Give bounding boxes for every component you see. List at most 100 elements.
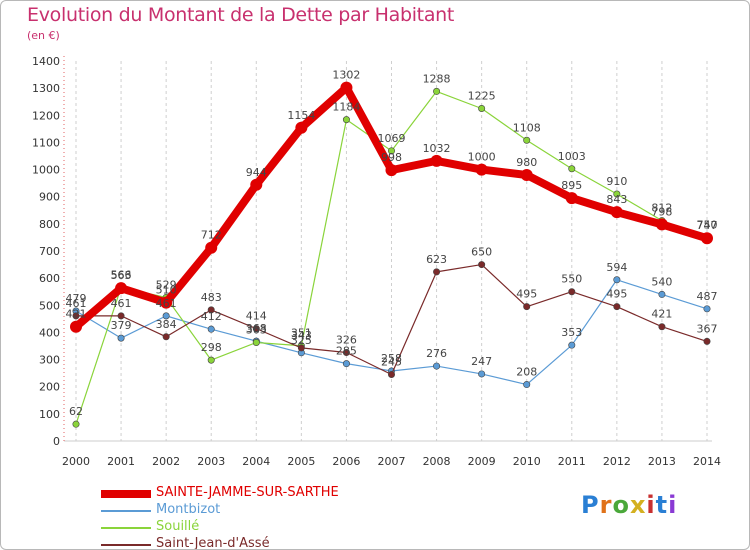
data-point (207, 325, 215, 333)
data-label: 247 (471, 355, 492, 368)
data-point (520, 169, 533, 181)
data-point (205, 241, 218, 254)
x-tick-label: 2010 (513, 455, 541, 468)
data-point (252, 325, 260, 333)
chart-subtitle: (en €) (27, 29, 60, 42)
y-tick-label: 500 (39, 299, 60, 312)
data-point (297, 344, 305, 352)
axes: 0 100 200 300 400 500 600 700 800 900 1000 1100 1200… (32, 55, 721, 468)
y-tick-label: 900 (39, 191, 60, 204)
data-label: 843 (606, 193, 627, 206)
data-point (613, 303, 621, 311)
data-label: 1302 (332, 69, 360, 82)
data-label: 353 (561, 326, 582, 339)
data-point (523, 136, 531, 144)
data-point (523, 381, 531, 389)
data-label: 895 (561, 179, 582, 192)
data-label: 650 (471, 246, 492, 259)
data-point (207, 356, 215, 364)
data-label: 1032 (423, 142, 451, 155)
legend-label: Montbizot (156, 502, 221, 517)
data-point (162, 333, 170, 341)
data-point (433, 268, 441, 276)
legend-label: Saint-Jean-d'Assé (156, 536, 270, 550)
y-tick-label: 600 (39, 272, 60, 285)
data-label: 1288 (423, 72, 451, 85)
data-point (72, 312, 80, 320)
data-labels: 421 563 510 712 944 1154 1302 998 1032 1000 980 895… (66, 69, 718, 419)
legend-swatch (101, 490, 151, 498)
data-label: 495 (516, 288, 537, 301)
data-label: 461 (111, 297, 132, 310)
data-label: 812 (651, 202, 672, 215)
data-label: 208 (516, 366, 537, 379)
data-point (568, 341, 576, 349)
data-label: 258 (381, 352, 402, 365)
data-point (117, 334, 125, 342)
legend-swatch (101, 510, 151, 512)
data-label: 1000 (468, 151, 496, 164)
data-point (342, 349, 350, 357)
data-point (340, 81, 353, 94)
data-point (250, 178, 263, 191)
x-tick-label: 2007 (378, 455, 406, 468)
data-label: 594 (606, 261, 627, 274)
x-tick-label: 2001 (107, 455, 135, 468)
data-point (70, 320, 82, 333)
data-label: 245 (381, 356, 402, 369)
data-point (387, 147, 395, 155)
x-tick-label: 2004 (242, 455, 270, 468)
data-label: 343 (291, 329, 312, 342)
data-label: 479 (66, 292, 87, 305)
x-tick-label: 2000 (62, 455, 90, 468)
data-label: 510 (156, 284, 177, 297)
data-point (162, 312, 170, 320)
y-tick-label: 700 (39, 245, 60, 258)
y-tick-label: 1200 (32, 109, 60, 122)
data-label: 550 (561, 273, 582, 286)
data-label: 421 (651, 308, 672, 321)
y-tick-label: 800 (39, 218, 60, 231)
proxiti-logo: Proxiti (581, 491, 677, 519)
data-label: 712 (201, 229, 222, 242)
data-label: 1108 (513, 121, 541, 134)
data-label: 326 (336, 334, 357, 347)
data-point (701, 232, 713, 245)
x-tick-label: 2014 (693, 455, 721, 468)
data-label: 1069 (378, 132, 406, 145)
data-point (703, 337, 711, 345)
data-label: 351 (291, 327, 312, 340)
logo-letter: i (646, 491, 656, 519)
x-tick-label: 2008 (423, 455, 451, 468)
data-point (385, 164, 398, 177)
x-tick-label: 2013 (648, 455, 676, 468)
data-label: 367 (697, 322, 718, 335)
data-point (342, 116, 350, 124)
data-label: 747 (697, 219, 718, 232)
data-label: 980 (516, 156, 537, 169)
data-point (613, 276, 621, 284)
data-point (658, 290, 666, 298)
data-point (568, 288, 576, 296)
data-point (387, 370, 395, 378)
data-label: 276 (426, 347, 447, 360)
data-label: 379 (111, 319, 132, 332)
data-label: 483 (201, 291, 222, 304)
chart-title: Evolution du Montant de la Dette par Hab… (27, 4, 455, 26)
data-label: 62 (69, 405, 83, 418)
data-label: 1003 (558, 150, 586, 163)
logo-letter: i (668, 491, 678, 519)
data-label: 750 (697, 218, 718, 231)
data-point (475, 163, 488, 176)
data-label: 529 (156, 278, 177, 291)
y-tick-label: 1400 (32, 55, 60, 68)
data-label: 944 (246, 166, 267, 179)
data-label: 325 (291, 334, 312, 347)
legend-label: SAINTE-JAMME-SUR-SARTHE (156, 485, 339, 500)
logo-letter: o (612, 491, 630, 519)
data-point (655, 218, 668, 231)
data-label: 414 (246, 310, 267, 323)
data-label: 563 (111, 269, 132, 282)
logo-letter: x (629, 491, 647, 519)
